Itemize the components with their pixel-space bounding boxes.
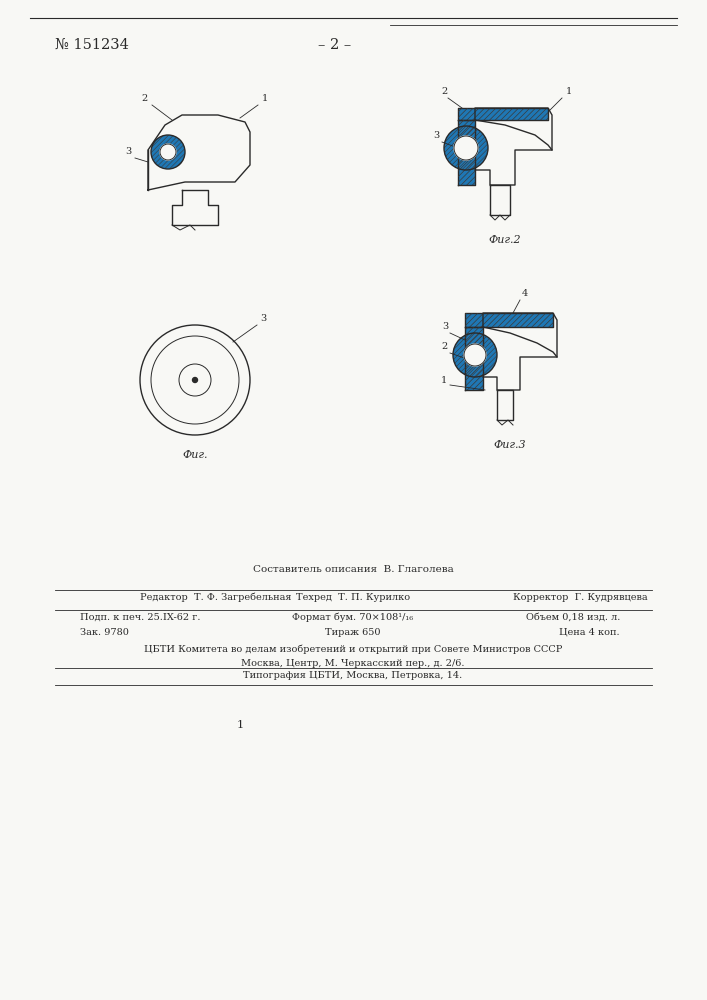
Circle shape — [160, 144, 176, 160]
Text: Формат бум. 70×108¹/₁₆: Формат бум. 70×108¹/₁₆ — [293, 613, 414, 622]
Circle shape — [453, 333, 497, 377]
Text: ЦБТИ Комитета во делам изобретений и открытий при Совете Министров СССР: ЦБТИ Комитета во делам изобретений и отк… — [144, 644, 562, 654]
Text: Типография ЦБТИ, Москва, Петровка, 14.: Типография ЦБТИ, Москва, Петровка, 14. — [243, 671, 462, 680]
Circle shape — [444, 126, 488, 170]
Text: № 151234: № 151234 — [55, 38, 129, 52]
Text: Корректор  Г. Кудрявцева: Корректор Г. Кудрявцева — [513, 593, 648, 602]
Text: Фиг.2: Фиг.2 — [489, 235, 521, 245]
Circle shape — [464, 344, 486, 366]
Text: 3: 3 — [125, 147, 131, 156]
Polygon shape — [458, 108, 548, 120]
Text: 3: 3 — [442, 322, 448, 331]
Text: Фиг.3: Фиг.3 — [493, 440, 526, 450]
Polygon shape — [458, 120, 475, 185]
Text: Фиг.: Фиг. — [182, 450, 208, 460]
Text: Техред  Т. П. Курилко: Техред Т. П. Курилко — [296, 593, 410, 602]
Text: 1: 1 — [566, 87, 572, 96]
Text: Объем 0,18 изд. л.: Объем 0,18 изд. л. — [525, 613, 620, 622]
Text: – 2 –: – 2 – — [318, 38, 351, 52]
Text: Редактор  Т. Ф. Загребельная: Редактор Т. Ф. Загребельная — [140, 593, 291, 602]
Circle shape — [454, 136, 478, 160]
Circle shape — [151, 135, 185, 169]
Text: 2: 2 — [142, 94, 148, 103]
Polygon shape — [465, 313, 553, 327]
Text: 4: 4 — [522, 289, 528, 298]
Text: Цена 4 коп.: Цена 4 коп. — [559, 628, 620, 637]
Text: 2: 2 — [442, 342, 448, 351]
Text: Подп. к печ. 25.IX-62 г.: Подп. к печ. 25.IX-62 г. — [80, 613, 201, 622]
Text: Тираж 650: Тираж 650 — [325, 628, 381, 637]
Text: 1: 1 — [262, 94, 268, 103]
Text: 3: 3 — [433, 131, 439, 140]
Text: Составитель описания  В. Глаголева: Составитель описания В. Глаголева — [252, 565, 453, 574]
Text: 1: 1 — [441, 376, 447, 385]
Text: 1: 1 — [236, 720, 244, 730]
Text: 2: 2 — [441, 87, 447, 96]
Polygon shape — [465, 327, 483, 390]
Circle shape — [192, 377, 197, 382]
Text: 3: 3 — [260, 314, 267, 323]
Text: Москва, Центр, М. Черкасский пер., д. 2/6.: Москва, Центр, М. Черкасский пер., д. 2/… — [241, 659, 464, 668]
Text: Зак. 9780: Зак. 9780 — [80, 628, 129, 637]
